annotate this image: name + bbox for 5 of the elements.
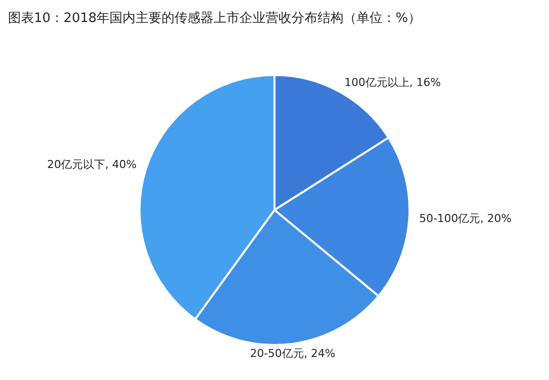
slice-label: 20亿元以下, 40%: [47, 158, 137, 172]
slice-label: 20-50亿元, 24%: [250, 346, 336, 360]
chart-title: 图表10：2018年国内主要的传感器上市企业营收分布结构（单位：%）: [8, 10, 421, 26]
slice-label: 100亿元以上, 16%: [344, 76, 441, 89]
slice-label: 50-100亿元, 20%: [419, 212, 512, 226]
